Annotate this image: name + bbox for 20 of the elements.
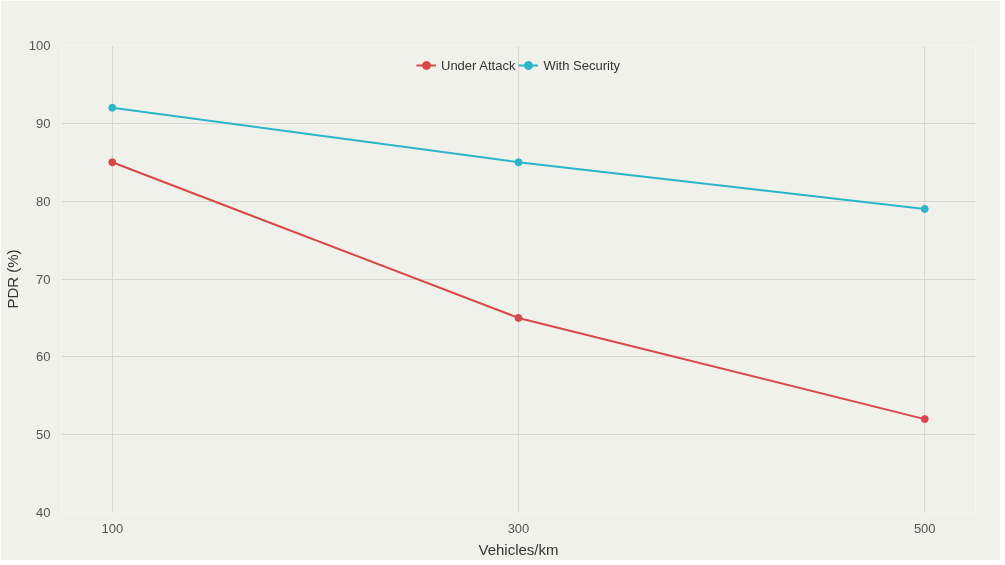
legend-label: Under Attack — [440, 57, 516, 73]
point — [108, 158, 117, 167]
y-tick-label: 50 — [36, 427, 51, 443]
y-tick-label: 100 — [28, 38, 51, 53]
x-tick-label: 300 — [507, 520, 530, 536]
y-tick-label: 80 — [36, 193, 51, 209]
y-tick-label: 90 — [36, 115, 51, 131]
point — [514, 158, 523, 167]
legend-label: With Security — [543, 57, 621, 73]
y-tick-label: 70 — [36, 271, 51, 287]
x-tick-label: 100 — [101, 520, 124, 536]
y-axis-title: PDR (%) — [3, 249, 21, 309]
point — [108, 103, 117, 112]
point — [920, 415, 929, 424]
y-tick-label: 60 — [36, 349, 51, 365]
point — [514, 313, 523, 322]
x-tick-label: 500 — [913, 520, 936, 536]
x-axis-title: Vehicles/km — [478, 540, 559, 558]
y-tick-label: 40 — [36, 505, 51, 520]
point — [920, 204, 929, 213]
